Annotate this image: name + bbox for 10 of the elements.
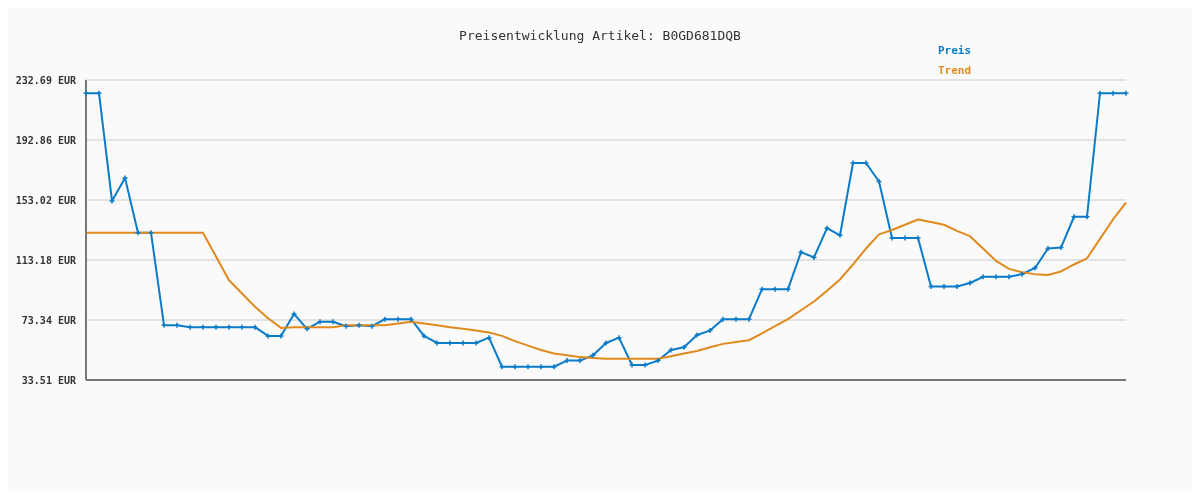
y-tick-label: 153.02 EUR bbox=[15, 195, 77, 206]
chart-title: Preisentwicklung Artikel: B0GD681DQB bbox=[458, 28, 742, 43]
text: Preis bbox=[938, 44, 973, 59]
y-tick-label: 192.86 EUR bbox=[15, 134, 77, 146]
y-tick-label: 113.18 EUR bbox=[15, 255, 77, 266]
y-tick-label: 33.51 EUR bbox=[21, 375, 77, 386]
y-tick-label: 73.34 EUR bbox=[21, 315, 77, 327]
text: Trend bbox=[938, 64, 973, 79]
line-series bbox=[85, 201, 1127, 360]
y-tick-label: 232.69 EUR bbox=[15, 75, 77, 86]
